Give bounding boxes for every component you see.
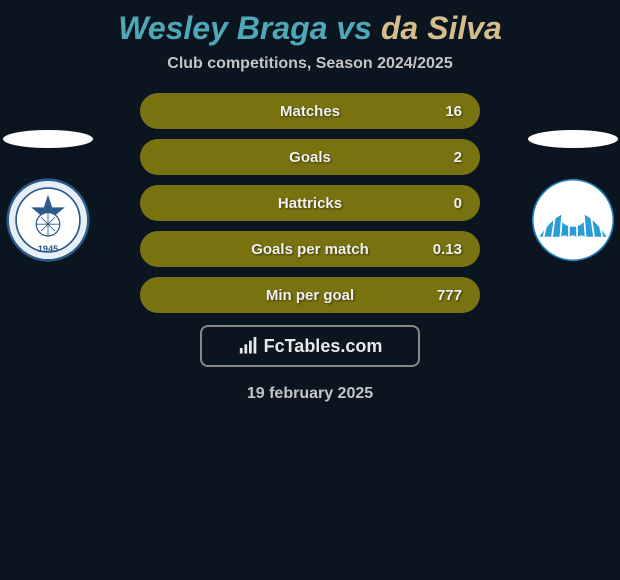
- player1-name: Wesley Braga: [118, 10, 327, 46]
- subtitle: Club competitions, Season 2024/2025: [0, 55, 620, 73]
- team-right-box: [535, 120, 610, 295]
- bar-chart-icon: [238, 337, 260, 355]
- stat-value-right: 16: [445, 103, 462, 120]
- team-right-badge: [531, 178, 615, 262]
- stat-value-right: 0: [454, 195, 462, 212]
- ellipse-marker-left: [3, 130, 93, 148]
- team-left-box: 1945: [10, 120, 85, 295]
- stat-row-min-per-goal: Min per goal 777: [140, 277, 480, 313]
- stat-label: Goals per match: [251, 241, 369, 258]
- al-nasr-badge-icon: 1945: [6, 178, 90, 262]
- stat-row-matches: Matches 16: [140, 93, 480, 129]
- vs-text: vs: [336, 10, 372, 46]
- team-left-badge: 1945: [6, 178, 90, 262]
- stats-list: Matches 16 Goals 2 Hattricks 0 Goals per…: [140, 93, 480, 313]
- stat-row-goals: Goals 2: [140, 139, 480, 175]
- stat-value-right: 777: [437, 287, 462, 304]
- stat-row-hattricks: Hattricks 0: [140, 185, 480, 221]
- date-text: 19 february 2025: [0, 385, 620, 403]
- stat-label: Goals: [289, 149, 331, 166]
- ellipse-marker-right: [528, 130, 618, 148]
- stat-value-right: 0.13: [433, 241, 462, 258]
- stat-label: Hattricks: [278, 195, 342, 212]
- player2-name: da Silva: [381, 10, 502, 46]
- stat-label: Min per goal: [266, 287, 354, 304]
- comparison-title: Wesley Braga vs da Silva: [0, 0, 620, 47]
- svg-text:1945: 1945: [37, 244, 58, 254]
- dibba-badge-icon: [531, 178, 615, 262]
- footer-text: FcTables.com: [264, 336, 383, 357]
- stat-row-goals-per-match: Goals per match 0.13: [140, 231, 480, 267]
- footer-attribution: FcTables.com: [200, 325, 420, 367]
- stat-label: Matches: [280, 103, 340, 120]
- stat-value-right: 2: [454, 149, 462, 166]
